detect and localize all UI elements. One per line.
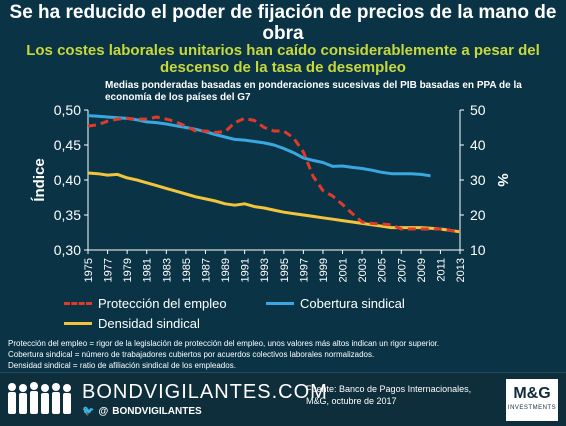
x-tick-label: 1985	[181, 258, 193, 282]
legend-item-densidad: Densidad sindical	[64, 316, 200, 331]
chart-note: Medias ponderadas basadas en ponderacion…	[105, 80, 522, 103]
x-tick-label: 1977	[103, 258, 115, 282]
source-line-1: Fuente: Banco de Pagos Internacionales,	[306, 384, 472, 394]
x-tick-label: 1991	[240, 258, 252, 282]
footnotes: Protección del empleo = rigor de la legi…	[8, 338, 558, 371]
y-tick-label-right: 10	[470, 242, 486, 258]
x-tick-label: 1983	[161, 258, 173, 282]
x-tick-label: 2011	[435, 258, 447, 282]
footer: BONDVIGILANTES.COM 🐦 @ BONDVIGILANTES Fu…	[0, 372, 566, 426]
y-tick-label-right: 20	[470, 207, 486, 223]
x-tick-label: 1995	[279, 258, 291, 282]
logo-subtext: INVESTMENTS	[507, 405, 557, 411]
legend-swatch-proteccion	[64, 302, 92, 305]
twitter-icon: 🐦	[82, 406, 95, 417]
x-tick-label: 1979	[122, 258, 134, 282]
y-tick-label-left: 0,35	[54, 207, 81, 223]
x-tick-label: 1989	[220, 258, 232, 282]
y-tick-label-right: 30	[470, 172, 486, 188]
x-tick-label: 1997	[298, 258, 310, 282]
x-tick-label: 1993	[259, 258, 271, 282]
x-tick-label: 1981	[142, 258, 154, 282]
chart-title: Se ha reducido el poder de fijación de p…	[9, 2, 557, 44]
x-tick-label: 1975	[83, 258, 95, 282]
footnote-cobertura: Cobertura sindical = número de trabajado…	[8, 350, 375, 359]
y-tick-label-left: 0,50	[54, 102, 81, 118]
y-tick-label-left: 0,30	[54, 242, 81, 258]
legend-label-proteccion: Protección del empleo	[98, 296, 227, 311]
legend-label-cobertura: Cobertura sindical	[300, 296, 405, 311]
crowd-icon	[8, 382, 71, 414]
brand-link[interactable]: BONDVIGILANTES.COM	[82, 381, 328, 403]
footnote-proteccion: Protección del empleo = rigor de la legi…	[8, 339, 440, 348]
legend-swatch-cobertura	[266, 302, 294, 305]
x-tick-label: 2003	[357, 258, 369, 282]
chart-subtitle: Los costes laborales unitarios han caído…	[26, 42, 540, 76]
legend-item-proteccion: Protección del empleo	[64, 296, 227, 311]
x-tick-label: 2001	[338, 258, 350, 282]
mg-logo: M&G INVESTMENTS	[506, 379, 558, 421]
social-handle[interactable]: 🐦 @ BONDVIGILANTES	[82, 406, 202, 417]
y-axis-title-right: %	[494, 173, 511, 186]
series-line-densidad-sindical	[87, 171, 461, 234]
line-chart: 0,30 0,35 0,40 0,45 0,50 10 20 30 40 50 Índice % 197…	[31, 102, 511, 282]
logo-text: M&G	[513, 385, 551, 402]
x-tick-label: 2007	[396, 258, 408, 282]
source-line-2: M&G, octubre de 2017	[306, 396, 397, 406]
y-axis-title-left: Índice	[31, 158, 48, 201]
y-tick-label-left: 0,45	[54, 137, 81, 153]
at-icon: @	[98, 406, 109, 417]
handle-label: BONDVIGILANTES	[112, 406, 202, 417]
x-tick-label: 2005	[377, 258, 389, 282]
y-tick-label-right: 50	[470, 102, 486, 118]
legend-item-cobertura: Cobertura sindical	[266, 296, 405, 311]
source-text: Fuente: Banco de Pagos Internacionales, …	[306, 383, 496, 407]
series-line-protección-del-empleo	[87, 115, 461, 234]
x-tick-label: 1987	[200, 258, 212, 282]
y-tick-label-right: 40	[470, 137, 486, 153]
x-tick-label: 2013	[455, 258, 467, 282]
legend-swatch-densidad	[64, 322, 92, 325]
x-tick-label: 2009	[416, 258, 428, 282]
legend-label-densidad: Densidad sindical	[98, 316, 200, 331]
y-tick-label-left: 0,40	[54, 172, 81, 188]
footnote-densidad: Densidad sindical = ratio de afiliación …	[8, 361, 236, 370]
x-tick-label: 1999	[318, 258, 330, 282]
series-line-cobertura-sindical	[87, 114, 431, 178]
